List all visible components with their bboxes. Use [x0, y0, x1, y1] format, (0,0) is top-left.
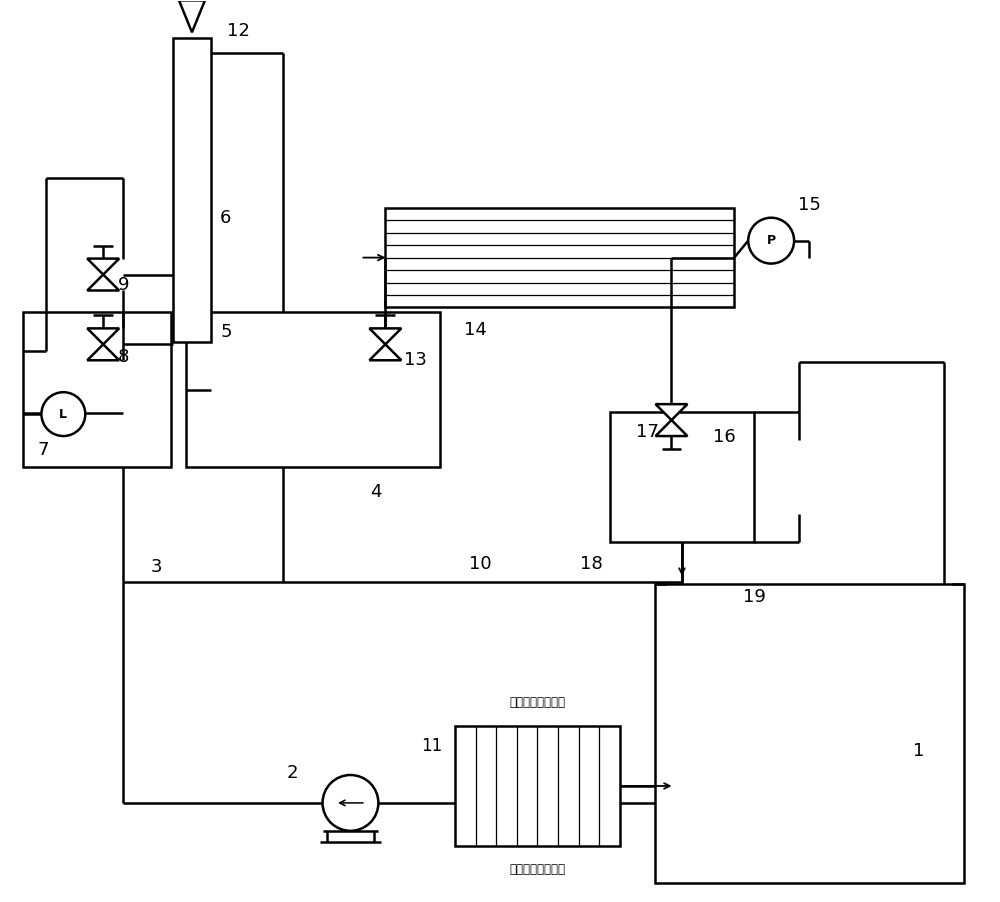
Bar	[385, 207, 734, 308]
Text: 11: 11	[422, 737, 443, 755]
Polygon shape	[87, 328, 119, 345]
Polygon shape	[87, 274, 119, 290]
Text: 外循环出口冷却水: 外循环出口冷却水	[509, 862, 565, 876]
Text: 15: 15	[798, 196, 820, 214]
Text: 17: 17	[636, 423, 659, 441]
Polygon shape	[656, 404, 687, 420]
Circle shape	[748, 217, 794, 263]
Text: 7: 7	[38, 441, 49, 459]
Text: 5: 5	[220, 323, 232, 341]
Text: 1: 1	[913, 742, 924, 760]
Polygon shape	[87, 345, 119, 360]
Bar	[173, 38, 211, 343]
Text: 8: 8	[117, 348, 129, 366]
Polygon shape	[656, 420, 687, 436]
Text: 13: 13	[404, 351, 427, 369]
Bar	[655, 584, 964, 883]
Text: 6: 6	[220, 208, 232, 226]
Bar	[455, 726, 620, 846]
Text: 9: 9	[117, 275, 129, 293]
Bar	[610, 412, 754, 542]
Polygon shape	[87, 259, 119, 274]
Text: 10: 10	[469, 555, 491, 573]
Polygon shape	[179, 0, 205, 32]
Polygon shape	[369, 345, 401, 360]
Text: 18: 18	[580, 555, 603, 573]
Circle shape	[41, 392, 85, 436]
Text: 4: 4	[370, 483, 381, 501]
Bar	[186, 312, 440, 467]
Text: P: P	[767, 235, 776, 247]
Text: L: L	[59, 408, 67, 420]
Text: 12: 12	[227, 23, 250, 41]
Text: 16: 16	[713, 428, 736, 446]
Text: 3: 3	[150, 557, 162, 575]
Polygon shape	[369, 328, 401, 345]
Circle shape	[323, 775, 378, 831]
Text: 2: 2	[287, 764, 298, 782]
Text: 外循环进口冷却水: 外循环进口冷却水	[509, 696, 565, 709]
Bar	[23, 312, 171, 467]
Text: 19: 19	[743, 587, 766, 605]
Text: 14: 14	[464, 321, 487, 339]
